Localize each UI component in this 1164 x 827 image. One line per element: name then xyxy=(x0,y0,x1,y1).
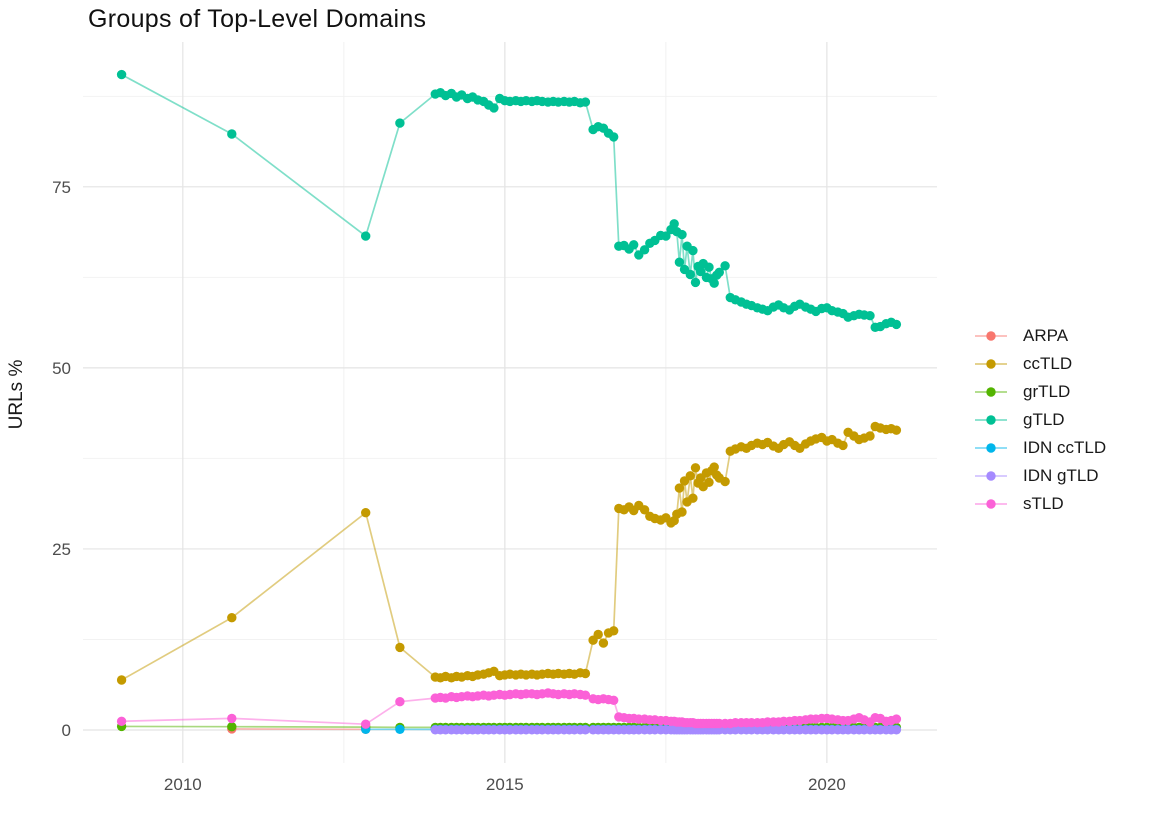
data-point xyxy=(580,690,591,700)
data-point xyxy=(395,697,405,707)
data-point xyxy=(720,476,730,487)
data-point xyxy=(720,261,730,271)
data-point xyxy=(865,431,875,441)
data-point xyxy=(709,462,719,472)
data-point xyxy=(116,675,127,685)
legend-key-arpa-icon xyxy=(975,331,1007,341)
data-point xyxy=(714,267,724,277)
data-point xyxy=(669,219,679,229)
x-tick-label: 2020 xyxy=(808,775,846,794)
data-point xyxy=(395,724,405,734)
legend-item-gtld: gTLD xyxy=(973,406,1106,434)
data-point xyxy=(891,725,902,735)
data-point xyxy=(361,508,371,518)
data-point xyxy=(677,507,687,517)
data-point xyxy=(690,277,701,288)
axis-tick-labels: 0 25 50 75 2010 2015 2020 xyxy=(52,178,846,794)
legend-key-idn-gtld-icon xyxy=(975,471,1007,481)
data-point xyxy=(227,129,237,139)
data-point xyxy=(227,713,237,724)
x-tick-label: 2010 xyxy=(164,775,202,794)
legend-item-stld: sTLD xyxy=(973,490,1106,518)
series-idn-gtld xyxy=(430,725,902,735)
data-point xyxy=(695,266,706,277)
data-point xyxy=(891,319,902,330)
data-point xyxy=(116,716,127,726)
data-point xyxy=(361,719,371,729)
data-point xyxy=(677,229,687,240)
data-point xyxy=(609,626,619,636)
data-point xyxy=(395,642,405,653)
legend-key-gtld-icon xyxy=(975,415,1007,425)
data-point xyxy=(598,638,609,648)
data-point xyxy=(639,245,650,255)
y-tick-label: 0 xyxy=(62,721,71,740)
data-point xyxy=(891,425,902,435)
legend-label: gTLD xyxy=(1023,410,1065,429)
data-point xyxy=(639,505,650,515)
legend-key-idn-cctld-icon xyxy=(975,443,1007,453)
y-tick-label: 75 xyxy=(52,178,71,197)
legend-item-cctld: ccTLD xyxy=(973,350,1106,378)
data-point xyxy=(580,725,591,735)
data-point xyxy=(609,695,619,705)
legend-label: IDN ccTLD xyxy=(1023,438,1107,457)
data-point xyxy=(838,440,848,451)
data-point xyxy=(685,269,695,280)
legend-label: sTLD xyxy=(1023,494,1064,513)
legend-label: IDN gTLD xyxy=(1023,466,1099,485)
legend-label: ccTLD xyxy=(1023,354,1073,373)
data-point xyxy=(704,262,714,272)
legend-key-cctld-icon xyxy=(975,359,1007,369)
data-point xyxy=(580,97,591,107)
data-point xyxy=(685,471,695,481)
data-point xyxy=(489,103,499,113)
data-point xyxy=(690,463,701,473)
data-point xyxy=(674,257,685,267)
gridlines-major xyxy=(83,42,937,763)
gridlines-minor xyxy=(83,42,937,763)
legend-label: ARPA xyxy=(1023,326,1069,345)
data-point xyxy=(674,483,685,493)
data-point xyxy=(704,477,714,487)
data-point xyxy=(709,278,719,288)
series-cctld xyxy=(116,421,902,685)
legend-item-grtld: grTLD xyxy=(973,378,1106,406)
series-cctld-line xyxy=(121,425,897,681)
legend-item-idn-gtld: IDN gTLD xyxy=(973,462,1106,490)
legend: ARPA ccTLD grTLD gTLD IDN ccTLD IDN gTLD sTLD xyxy=(973,322,1106,518)
y-axis-label: URLs % xyxy=(6,360,27,430)
legend-item-idn-cctld: IDN ccTLD xyxy=(973,434,1106,462)
data-point xyxy=(227,613,237,623)
data-point xyxy=(865,311,875,321)
data-point xyxy=(227,722,237,732)
chart-title: Groups of Top-Level Domains xyxy=(88,5,427,33)
y-tick-label: 25 xyxy=(52,540,71,559)
data-point xyxy=(361,231,371,241)
legend-label: grTLD xyxy=(1023,382,1071,401)
data-point xyxy=(593,629,603,640)
series-arpa xyxy=(227,724,371,734)
data-point xyxy=(688,493,698,503)
legend-key-grtld-icon xyxy=(975,387,1007,397)
y-tick-label: 50 xyxy=(52,359,71,378)
data-point xyxy=(395,118,405,128)
series-gtld xyxy=(116,69,902,332)
data-point xyxy=(580,668,591,679)
series-gtld-line xyxy=(121,73,897,329)
data-point xyxy=(891,714,902,724)
data-point xyxy=(609,132,619,142)
legend-item-arpa: ARPA xyxy=(973,322,1106,350)
series-stld xyxy=(116,688,902,729)
x-tick-label: 2015 xyxy=(486,775,524,794)
data-point xyxy=(688,245,698,256)
data-point xyxy=(661,231,671,241)
legend-key-stld-icon xyxy=(975,499,1007,509)
data-point xyxy=(116,69,127,80)
data-point xyxy=(629,240,639,250)
